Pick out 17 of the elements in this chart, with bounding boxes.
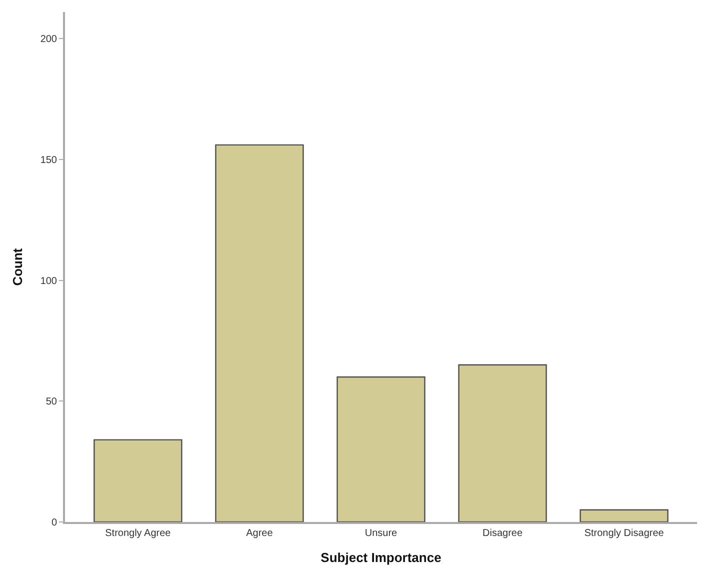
y-tick-label: 0 — [51, 518, 58, 528]
x-tick-label: Disagree — [482, 528, 523, 539]
y-tick-label: 50 — [46, 396, 58, 408]
bar — [458, 364, 547, 522]
bar — [336, 376, 426, 522]
bar — [94, 439, 182, 522]
y-tick-label: 150 — [40, 154, 58, 166]
y-tick-label: 200 — [40, 34, 58, 46]
x-tick-label: Strongly Disagree — [584, 528, 664, 539]
bar — [580, 509, 668, 522]
x-tick-label: Strongly Agree — [105, 528, 172, 539]
y-tick-label: 100 — [40, 276, 58, 287]
bar — [215, 144, 304, 522]
x-tick-label: Unsure — [364, 528, 398, 539]
x-axis-title: Subject Importance — [320, 550, 442, 566]
y-axis-title: Count — [10, 248, 25, 286]
x-tick-label: Agree — [246, 528, 274, 539]
